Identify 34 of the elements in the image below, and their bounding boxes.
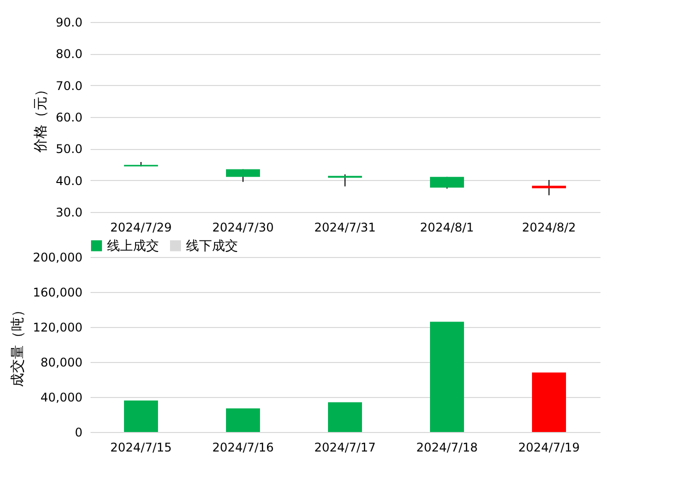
x-tick-label: 2024/7/15 [110,440,172,454]
bar [430,322,464,432]
y-tick-label: 70.0 [56,78,82,93]
legend-label: 线下成交 [186,238,238,254]
bar [328,402,362,432]
y-tick-label: 80,000 [40,356,82,370]
candlestick [328,174,362,187]
y-tick-label: 200,000 [32,250,82,264]
y-tick-label: 80.0 [56,47,82,62]
x-tick-label: 2024/7/29 [110,220,172,234]
x-tick-label: 2024/8/2 [522,220,576,234]
candlestick [532,180,566,196]
y-tick-label: 90.0 [56,16,82,30]
x-tick-label: 2024/7/30 [212,220,274,234]
y-tick-label: 60.0 [56,110,82,124]
y-tick-label: 120,000 [32,320,82,334]
x-tick-label: 2024/7/16 [212,440,274,454]
y-axis-title: 成交量（吨） [10,303,26,387]
x-tick-label: 2024/7/17 [314,440,376,454]
y-tick-label: 0 [74,426,82,440]
x-tick-label: 2024/7/31 [314,220,376,234]
y-axis-title: 价格（元） [32,82,49,154]
x-tick-label: 2024/7/19 [518,440,580,454]
bar [226,408,260,432]
y-tick-label: 40,000 [40,390,82,404]
x-tick-label: 2024/8/1 [420,220,474,234]
y-tick-label: 50.0 [56,142,82,156]
x-tick-label: 2024/7/18 [416,440,478,454]
bar [124,400,158,432]
legend-label: 线上成交 [107,238,159,254]
y-tick-label: 40.0 [56,174,82,188]
y-tick-label: 160,000 [32,286,82,300]
bar [532,372,566,432]
y-tick-label: 30.0 [56,206,82,220]
